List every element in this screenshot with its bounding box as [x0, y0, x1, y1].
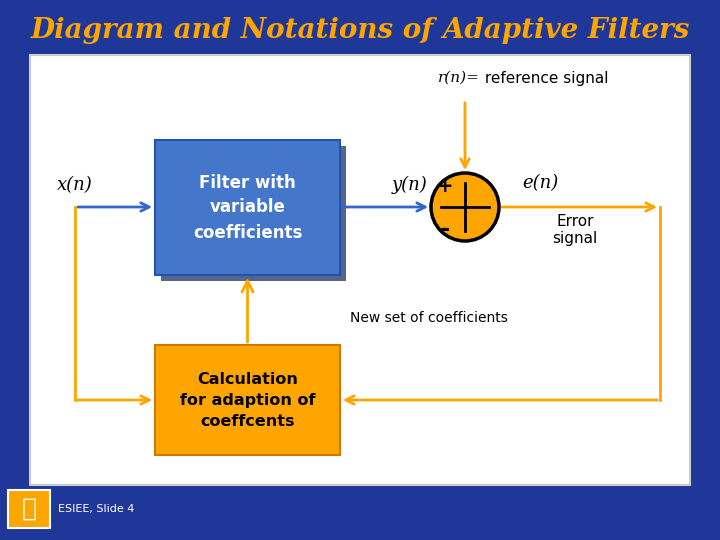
Text: +: + — [437, 178, 454, 197]
Text: e(n): e(n) — [522, 174, 558, 192]
Text: ESIEE, Slide 4: ESIEE, Slide 4 — [58, 504, 135, 514]
Bar — [161, 146, 346, 281]
Text: Diagram and Notations of Adaptive Filters: Diagram and Notations of Adaptive Filter… — [30, 17, 690, 44]
Text: r(n)=: r(n)= — [438, 71, 480, 85]
Text: Error
signal: Error signal — [552, 214, 598, 246]
Text: reference signal: reference signal — [480, 71, 608, 85]
Text: x(n): x(n) — [57, 176, 93, 194]
Text: y(n): y(n) — [392, 176, 428, 194]
Bar — [155, 345, 340, 455]
Text: Filter with
variable
coefficients: Filter with variable coefficients — [193, 173, 302, 241]
Bar — [30, 55, 690, 485]
Text: Ⓤ: Ⓤ — [22, 497, 37, 521]
Text: -: - — [440, 217, 450, 241]
Bar — [8, 490, 50, 528]
Text: New set of coefficients: New set of coefficients — [350, 311, 508, 325]
Circle shape — [431, 173, 499, 241]
Bar — [155, 140, 340, 275]
Text: Calculation
for adaption of
coeffcents: Calculation for adaption of coeffcents — [180, 372, 315, 429]
